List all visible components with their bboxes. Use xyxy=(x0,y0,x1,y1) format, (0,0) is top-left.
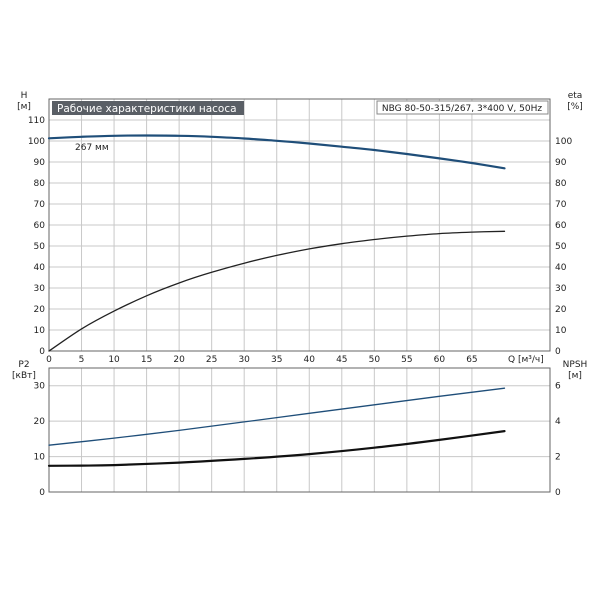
title-bar xyxy=(52,101,244,115)
y-left-tick-label: 100 xyxy=(28,137,45,147)
y-right-tick-label: 100 xyxy=(555,137,572,147)
y-right-axis-label: [%] xyxy=(567,102,583,112)
y-right-tick-label: 90 xyxy=(555,158,567,168)
y-left-tick-label: 110 xyxy=(28,116,45,126)
y-right-axis-label: [м] xyxy=(568,371,582,381)
y-right-tick-label: 20 xyxy=(555,305,567,315)
series-label: 267 мм xyxy=(75,143,109,153)
y-right-tick-label: 80 xyxy=(555,179,567,189)
y-right-axis-label: NPSH xyxy=(563,360,588,370)
y-right-tick-label: 0 xyxy=(555,347,561,357)
x-tick-label: 20 xyxy=(173,355,185,365)
y-left-tick-label: 60 xyxy=(34,221,46,231)
x-tick-label: 40 xyxy=(304,355,316,365)
series-line xyxy=(47,134,506,170)
y-left-tick-label: 70 xyxy=(34,200,46,210)
y-right-tick-label: 70 xyxy=(555,200,567,210)
subtitle-box xyxy=(376,100,549,115)
y-left-axis-label: [м] xyxy=(17,102,31,112)
x-tick-label: 25 xyxy=(206,355,217,365)
x-tick-label: 35 xyxy=(271,355,282,365)
x-tick-label: 45 xyxy=(336,355,347,365)
y-left-tick-label: 50 xyxy=(34,242,46,252)
y-left-tick-label: 20 xyxy=(34,417,46,427)
y-left-axis-label: [кВт] xyxy=(12,371,36,381)
y-right-tick-label: 6 xyxy=(555,382,561,392)
x-tick-label: 10 xyxy=(108,355,120,365)
y-right-tick-label: 60 xyxy=(555,221,567,231)
x-tick-label: 5 xyxy=(79,355,85,365)
y-right-tick-label: 4 xyxy=(555,417,561,427)
series-line xyxy=(48,387,506,446)
y-right-tick-label: 30 xyxy=(555,284,567,294)
x-tick-label: 55 xyxy=(401,355,412,365)
y-right-tick-label: 50 xyxy=(555,242,567,252)
x-tick-label: 15 xyxy=(141,355,152,365)
y-right-tick-label: 0 xyxy=(555,488,561,498)
x-axis-label: Q [м³/ч] xyxy=(508,355,544,365)
y-left-tick-label: 0 xyxy=(39,488,45,498)
y-right-tick-label: 2 xyxy=(555,453,561,463)
y-right-tick-label: 40 xyxy=(555,263,567,273)
chart-title: Рабочие характеристики насоса xyxy=(57,103,237,115)
x-tick-label: 60 xyxy=(434,355,446,365)
y-left-tick-label: 0 xyxy=(39,347,45,357)
y-left-tick-label: 90 xyxy=(34,158,46,168)
head-efficiency-panel: 0102030405060708090100110010203040506070… xyxy=(17,91,583,365)
y-left-tick-label: 80 xyxy=(34,179,46,189)
y-left-tick-label: 30 xyxy=(34,284,46,294)
y-left-axis-label: P2 xyxy=(18,360,29,370)
y-left-tick-label: 20 xyxy=(34,305,46,315)
power-npsh-panel: 0 10 20 30 0 2 4 6 P2[кВт] NPSH[м] xyxy=(12,360,587,498)
plot-frame xyxy=(48,98,551,352)
y-left-axis-label: H xyxy=(21,91,28,101)
y-left-tick-label: 10 xyxy=(34,453,46,463)
y-left-tick-label: 10 xyxy=(34,326,46,336)
x-tick-label: 65 xyxy=(466,355,477,365)
y-right-axis-label: eta xyxy=(568,91,583,101)
plot-frame xyxy=(48,367,551,493)
x-tick-label: 50 xyxy=(369,355,381,365)
y-left-tick-label: 30 xyxy=(34,382,46,392)
y-right-tick-label: 10 xyxy=(555,326,567,336)
chart-subtitle: NBG 80-50-315/267, 3*400 V, 50Hz xyxy=(382,104,542,114)
x-tick-label: 0 xyxy=(46,355,52,365)
x-tick-label: 30 xyxy=(238,355,250,365)
y-left-tick-label: 40 xyxy=(34,263,46,273)
series-line xyxy=(47,430,506,467)
series-line xyxy=(48,230,506,352)
